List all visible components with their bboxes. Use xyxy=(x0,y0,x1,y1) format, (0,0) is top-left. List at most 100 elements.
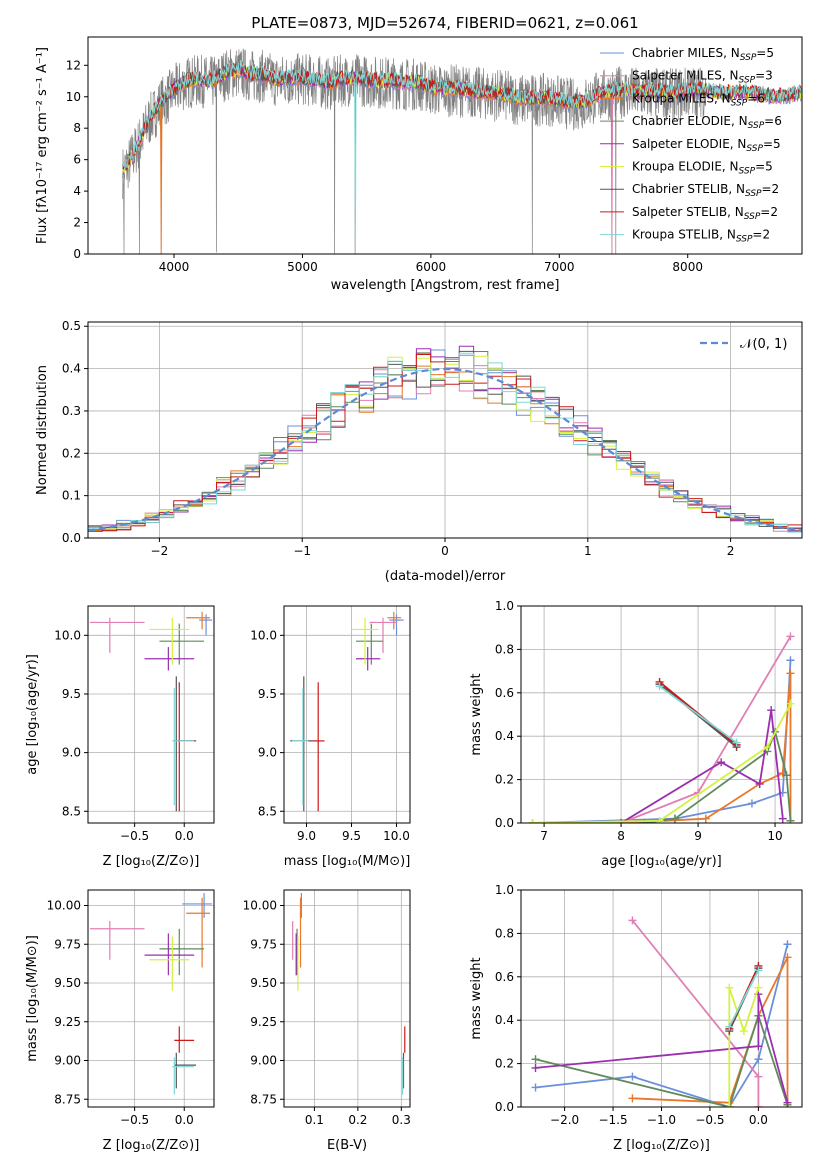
series-point xyxy=(754,966,763,975)
x-axis-label: E(B-V) xyxy=(327,1138,367,1153)
y-tick-label: 10.00 xyxy=(47,899,81,913)
plot-area xyxy=(528,632,795,823)
y-tick-label: 10.00 xyxy=(243,899,277,913)
series-point xyxy=(725,1022,734,1031)
y-tick-label: 10.0 xyxy=(54,628,81,642)
chart-spectrum: 4000 5000 6000 7000 8000 0 2 4 6 8 10 12 wavelength … xyxy=(35,36,803,293)
x-tick-label: 7 xyxy=(540,829,548,843)
y-tick-label: 9.5 xyxy=(258,687,277,701)
y-tick-label: 0.4 xyxy=(495,729,514,743)
y-tick-label: 0.3 xyxy=(62,404,81,418)
x-tick-label: 2 xyxy=(727,544,735,558)
series-point xyxy=(628,916,637,925)
y-tick-label: 0.6 xyxy=(495,970,514,984)
y-tick-label: 0.2 xyxy=(62,446,81,460)
y-tick-label: 8.5 xyxy=(62,804,81,818)
y-tick-label: 8.75 xyxy=(250,1092,277,1106)
series-point xyxy=(531,1083,540,1092)
y-tick-label: 0.5 xyxy=(62,319,81,333)
series-point xyxy=(754,983,763,992)
y-tick-label: 9.75 xyxy=(54,937,81,951)
series-point xyxy=(754,1072,763,1081)
series-point xyxy=(701,814,710,823)
x-tick-label: 10.0 xyxy=(383,829,410,843)
x-axis-label: (data-model)/error xyxy=(385,569,506,584)
legend-label: Salpeter ELODIE, NSSP=5 xyxy=(632,137,781,154)
y-tick-label: 9.25 xyxy=(54,1015,81,1029)
y-tick-label: 9.0 xyxy=(258,746,277,760)
series-point xyxy=(528,819,537,823)
series-point xyxy=(725,983,734,992)
chart-mass_weight_vs_Z: −2.0 −1.5 −1.0 −0.5 0.0 0.0 0.2 0.4 0.6 0.8 1.0 Z [… xyxy=(469,883,803,1153)
series-point xyxy=(786,632,795,641)
figure-title: PLATE=0873, MJD=52674, FIBERID=0621, z=0… xyxy=(251,14,638,32)
plot-area xyxy=(531,916,792,1107)
x-tick-label: 9.0 xyxy=(297,829,316,843)
series-point xyxy=(531,1055,540,1064)
y-tick-label: 0.8 xyxy=(495,642,514,656)
x-tick-label: −0.5 xyxy=(120,829,149,843)
axes-frame xyxy=(87,36,803,255)
y-tick-label: 10 xyxy=(66,90,81,104)
y-axis-label: mass weight xyxy=(469,673,484,755)
axes-frame xyxy=(520,605,803,824)
series-point xyxy=(786,816,795,823)
legend-label: Salpeter MILES, NSSP=3 xyxy=(632,69,773,86)
x-tick-label: 0.2 xyxy=(348,1113,367,1127)
x-tick-label: −1.5 xyxy=(598,1113,627,1127)
series-point xyxy=(717,758,726,767)
y-tick-label: 9.00 xyxy=(250,1054,277,1068)
legend-label: Kroupa STELIB, NSSP=2 xyxy=(632,228,770,245)
series-point xyxy=(628,1094,637,1103)
x-tick-label: −0.5 xyxy=(120,1113,149,1127)
x-tick-label: 0.0 xyxy=(749,1113,768,1127)
series-line xyxy=(535,993,789,1103)
x-tick-label: 9 xyxy=(694,829,702,843)
y-tick-label: 8.75 xyxy=(54,1092,81,1106)
y-tick-label: 4 xyxy=(73,184,81,198)
series-line xyxy=(728,987,760,1107)
axes-frame xyxy=(87,889,215,1108)
x-tick-label: −2 xyxy=(151,544,169,558)
y-tick-label: 9.5 xyxy=(62,687,81,701)
y-tick-label: 10.0 xyxy=(250,628,277,642)
plot-area xyxy=(88,345,802,533)
series-line xyxy=(532,703,792,823)
series-point xyxy=(763,743,772,752)
series-point xyxy=(767,706,776,715)
y-tick-label: 1.0 xyxy=(495,883,514,897)
y-axis-label: mass weight xyxy=(469,957,484,1039)
y-tick-label: 0.4 xyxy=(495,1013,514,1027)
y-tick-label: 9.75 xyxy=(250,937,277,951)
chart-residual_hist: −2 −1 0 1 2 0.0 0.1 0.2 0.3 0.4 0.5 𝒩(0, 1) (data-mo… xyxy=(35,319,803,584)
y-tick-label: 8.5 xyxy=(258,804,277,818)
plot-area xyxy=(89,893,213,1095)
series-point xyxy=(655,682,664,691)
x-tick-label: −0.5 xyxy=(695,1113,724,1127)
series-point xyxy=(732,738,741,747)
y-tick-label: 0.4 xyxy=(62,362,81,376)
x-tick-label: 8 xyxy=(617,829,625,843)
x-tick-label: 5000 xyxy=(287,260,318,274)
series-line xyxy=(620,635,792,823)
y-tick-label: 0.2 xyxy=(495,773,514,787)
series-line xyxy=(631,919,760,1107)
series-point xyxy=(670,814,679,823)
plot-area xyxy=(122,48,802,254)
y-tick-label: 9.25 xyxy=(250,1015,277,1029)
series-point xyxy=(783,953,792,962)
axes-frame xyxy=(283,605,411,824)
histogram-step xyxy=(88,352,802,533)
plot-area xyxy=(290,611,404,812)
series-point xyxy=(739,1027,748,1036)
series-point xyxy=(754,1055,763,1064)
x-axis-label: Z [log₁₀(Z/Z⊙)] xyxy=(103,854,200,869)
y-tick-label: 6 xyxy=(73,153,81,167)
y-tick-label: 9.50 xyxy=(250,976,277,990)
chart-panels: 4000 5000 6000 7000 8000024681012wavelength … xyxy=(25,36,803,1153)
y-tick-label: 12 xyxy=(66,58,81,72)
chart-mass_vs_EBV: 0.1 0.2 0.3 8.75 9.00 9.25 9.50 9.75 10.00 E(B-V) xyxy=(243,889,411,1153)
model-spectrum-line xyxy=(122,61,802,254)
x-axis-label: Z [log₁₀(Z/Z⊙)] xyxy=(103,1138,200,1153)
